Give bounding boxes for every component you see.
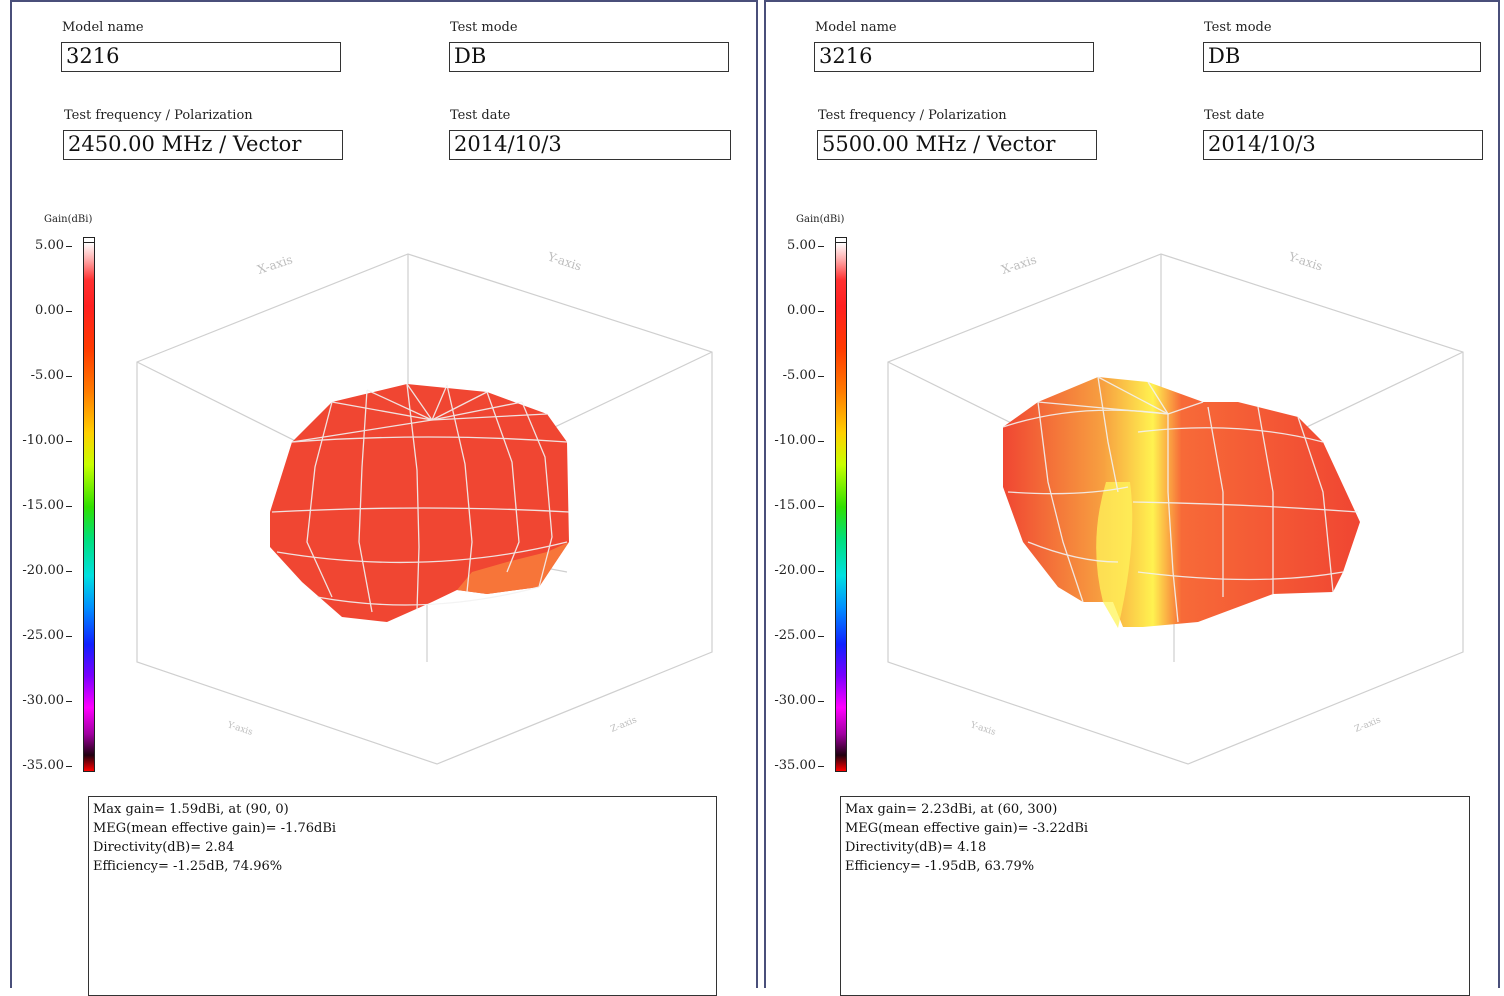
colorbar-tick-label: 5.00 — [35, 238, 64, 253]
results-summary-box: Max gain= 1.59dBi, at (90, 0) MEG(mean e… — [88, 796, 717, 996]
directivity-text: Directivity(dB)= 2.84 — [93, 840, 235, 855]
y-axis-label-bottom: Y-axis — [968, 720, 997, 738]
test-mode-label: Test mode — [450, 20, 518, 35]
meg-text: MEG(mean effective gain)= -3.22dBi — [845, 821, 1089, 836]
efficiency-text: Efficiency= -1.95dB, 63.79% — [845, 859, 1035, 874]
test-date-field[interactable]: 2014/10/3 — [1203, 130, 1483, 160]
colorbar-tick-mark — [818, 246, 824, 247]
efficiency-text: Efficiency= -1.25dB, 74.96% — [93, 859, 283, 874]
colorbar-tick-label: 0.00 — [35, 303, 64, 318]
colorbar-tick-mark — [66, 636, 72, 637]
test-date-label: Test date — [450, 108, 511, 123]
colorbar-tick-mark — [818, 441, 824, 442]
colorbar-tick-mark — [818, 506, 824, 507]
model-name-label: Model name — [62, 20, 144, 35]
colorbar-tick-label: 0.00 — [787, 303, 816, 318]
colorbar-tick-label: -30.00 — [22, 693, 64, 708]
colorbar-tick-mark — [818, 376, 824, 377]
colorbar-tick-mark — [66, 246, 72, 247]
test-date-field[interactable]: 2014/10/3 — [449, 130, 731, 160]
colorbar-tick-label: -25.00 — [22, 628, 64, 643]
test-mode-field[interactable]: DB — [1203, 42, 1481, 72]
colorbar-tick-label: -15.00 — [774, 498, 816, 513]
colorbar-tick-mark — [818, 571, 824, 572]
y-axis-label: Y-axis — [545, 249, 583, 273]
colorbar-tick-label: -35.00 — [774, 758, 816, 773]
colorbar-title: Gain(dBi) — [796, 214, 845, 225]
colorbar-tick-mark — [66, 571, 72, 572]
colorbar-title: Gain(dBi) — [44, 214, 93, 225]
colorbar-tick-label: -5.00 — [782, 368, 816, 383]
colorbar-tick-mark — [66, 311, 72, 312]
colorbar-tick-mark — [818, 766, 824, 767]
meg-text: MEG(mean effective gain)= -1.76dBi — [93, 821, 337, 836]
model-name-field[interactable]: 3216 — [814, 42, 1094, 72]
radiation-pattern-surface — [1002, 376, 1360, 628]
test-mode-label: Test mode — [1204, 20, 1272, 35]
directivity-text: Directivity(dB)= 4.18 — [845, 840, 987, 855]
colorbar-tick-mark — [818, 311, 824, 312]
x-axis-label: X-axis — [256, 252, 295, 276]
colorbar-gradient — [83, 242, 95, 772]
max-gain-text: Max gain= 2.23dBi, at (60, 300) — [845, 802, 1058, 817]
colorbar-tick-label: -20.00 — [774, 563, 816, 578]
x-axis-label: X-axis — [1000, 252, 1039, 276]
colorbar-tick-mark — [66, 701, 72, 702]
model-name-field[interactable]: 3216 — [61, 42, 341, 72]
test-frequency-field[interactable]: 2450.00 MHz / Vector — [63, 130, 343, 160]
colorbar-tick-label: -35.00 — [22, 758, 64, 773]
measurement-panel-2450: Model name 3216 Test mode DB Test freque… — [10, 0, 758, 996]
colorbar-tick-label: -25.00 — [774, 628, 816, 643]
test-frequency-field[interactable]: 5500.00 MHz / Vector — [817, 130, 1097, 160]
test-frequency-label: Test frequency / Polarization — [818, 108, 1007, 123]
colorbar-tick-mark — [66, 766, 72, 767]
colorbar-tick-mark — [818, 636, 824, 637]
max-gain-text: Max gain= 1.59dBi, at (90, 0) — [93, 802, 289, 817]
z-axis-label: Z-axis — [609, 715, 638, 735]
radiation-pattern-3d-plot[interactable]: X-axis Y-axis Y-axis Z-axis — [878, 242, 1488, 782]
results-summary-box: Max gain= 2.23dBi, at (60, 300) MEG(mean… — [840, 796, 1470, 996]
colorbar-tick-label: -5.00 — [30, 368, 64, 383]
colorbar-tick-label: 5.00 — [787, 238, 816, 253]
colorbar-tick-label: -30.00 — [774, 693, 816, 708]
y-axis-label: Y-axis — [1286, 249, 1324, 273]
colorbar-tick-label: -20.00 — [22, 563, 64, 578]
radiation-pattern-surface — [270, 383, 570, 622]
colorbar-tick-mark — [66, 506, 72, 507]
radiation-pattern-3d-plot[interactable]: X-axis Y-axis Y-axis Z-axis — [127, 242, 737, 782]
colorbar-tick-mark — [818, 701, 824, 702]
measurement-panel-5500: Model name 3216 Test mode DB Test freque… — [764, 0, 1500, 996]
test-mode-field[interactable]: DB — [449, 42, 729, 72]
model-name-label: Model name — [815, 20, 897, 35]
colorbar-gradient — [835, 242, 847, 772]
colorbar-tick-mark — [66, 441, 72, 442]
colorbar-tick-label: -10.00 — [22, 433, 64, 448]
colorbar-tick-label: -10.00 — [774, 433, 816, 448]
y-axis-label-bottom: Y-axis — [225, 720, 254, 738]
test-date-label: Test date — [1204, 108, 1265, 123]
colorbar-tick-mark — [66, 376, 72, 377]
test-frequency-label: Test frequency / Polarization — [64, 108, 253, 123]
colorbar-tick-label: -15.00 — [22, 498, 64, 513]
z-axis-label: Z-axis — [1353, 715, 1382, 735]
